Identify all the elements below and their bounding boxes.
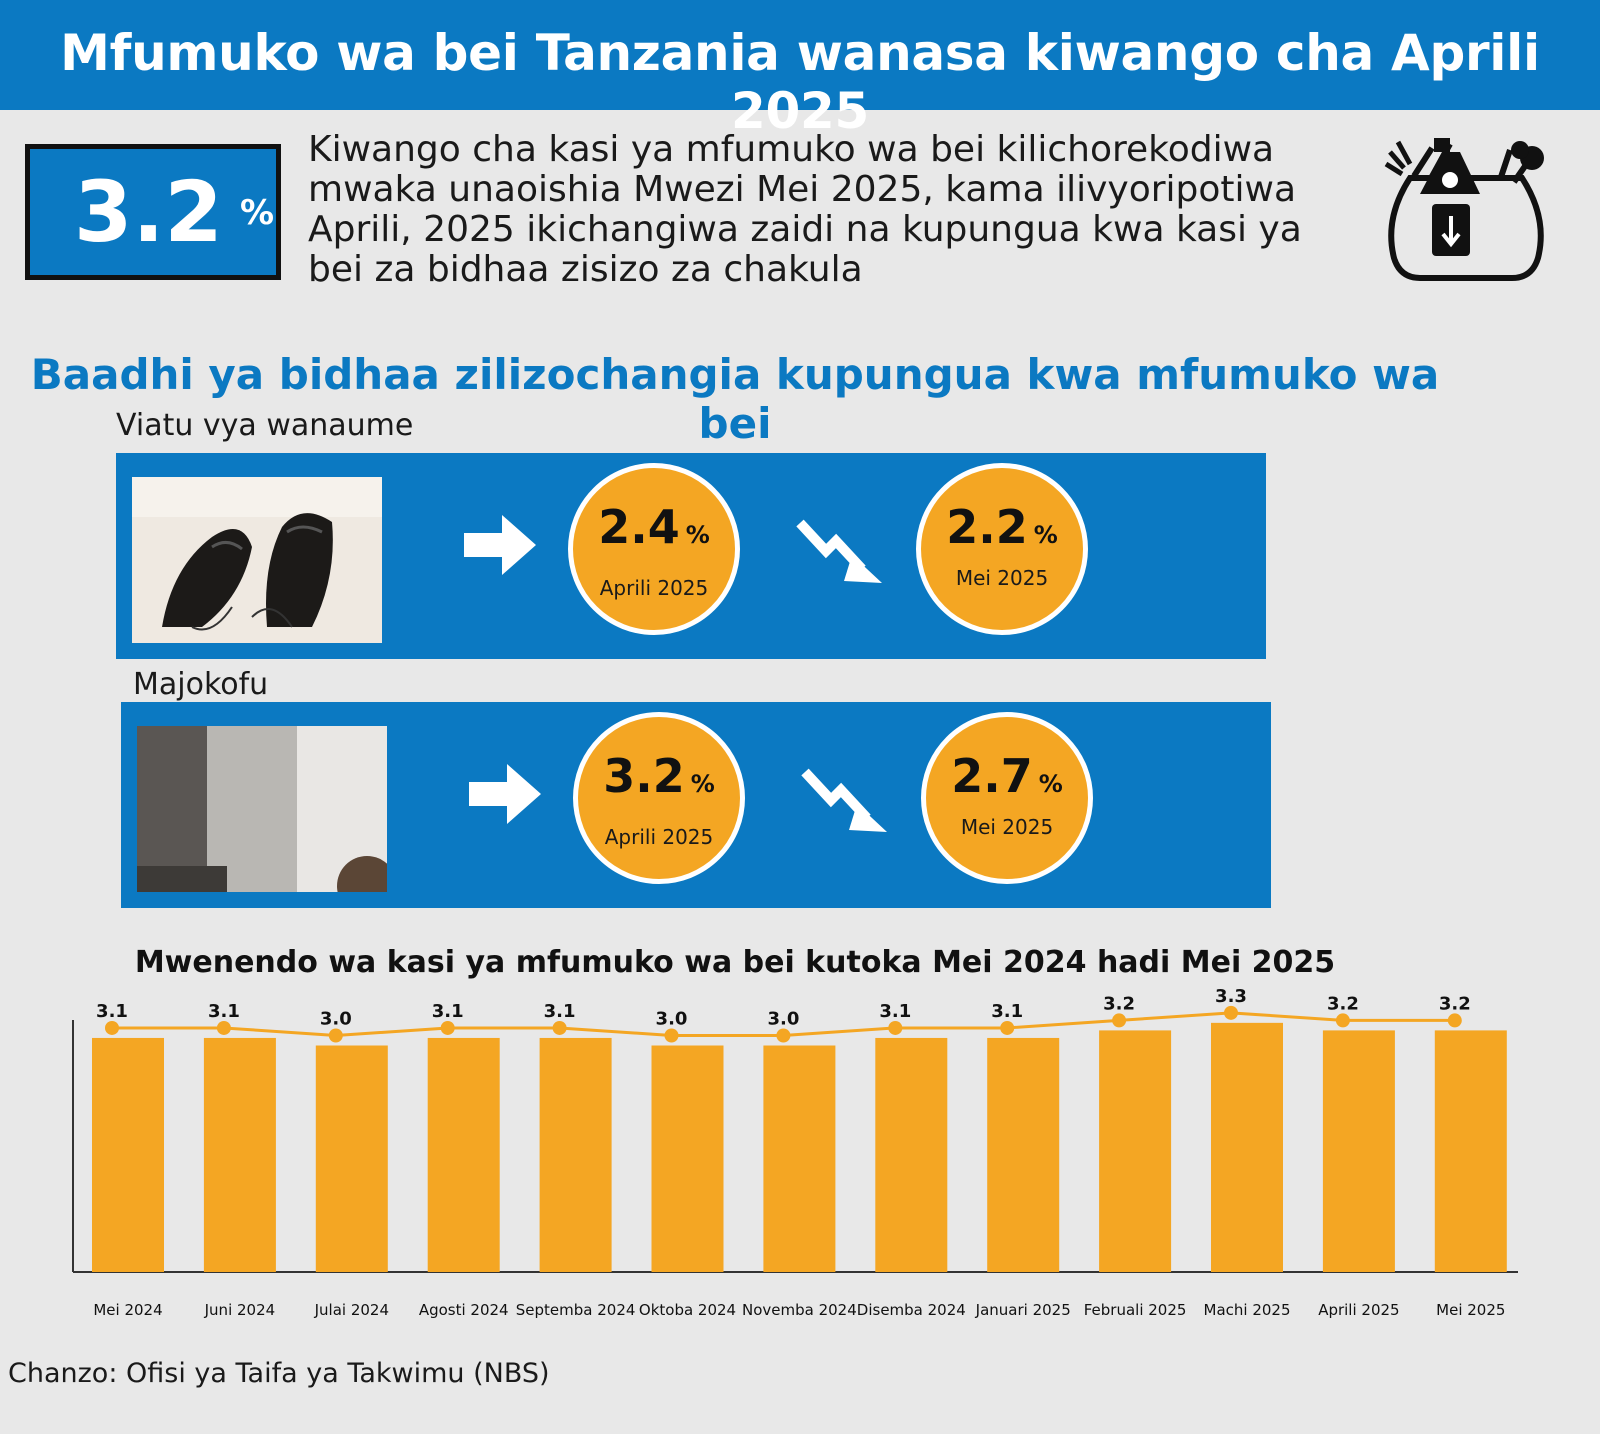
- data-label: 3.0: [767, 1009, 799, 1030]
- trend-point: [1447, 1013, 1462, 1028]
- rate-after-date: Mei 2025: [955, 566, 1049, 590]
- chart-bar: [203, 1037, 276, 1272]
- intro-text: Kiwango cha kasi ya mfumuko wa bei kilic…: [308, 129, 1302, 290]
- chart-bar: [763, 1045, 836, 1272]
- chart-bar: [1322, 1030, 1395, 1272]
- data-label: 3.2: [1103, 993, 1135, 1014]
- shoes-photo: [132, 477, 382, 643]
- trend-point: [105, 1020, 119, 1035]
- trend-point: [440, 1020, 455, 1035]
- arrow-right-icon: [464, 515, 536, 575]
- x-tick-label: Septemba 2024: [516, 1301, 636, 1319]
- trend-down-arrow-icon: [796, 519, 882, 583]
- chart-bar: [1211, 1022, 1283, 1272]
- data-label: 3.1: [991, 1001, 1023, 1022]
- rate-before-value: 2.4: [598, 500, 680, 554]
- data-label: 3.3: [1215, 986, 1247, 1007]
- highlight-value: 3.2: [74, 163, 223, 261]
- chart-bar: [1099, 1030, 1172, 1272]
- shopping-bag-price-tag-icon: [1384, 138, 1544, 281]
- arrow-right-icon: [469, 764, 541, 824]
- rate-circle-after: 2.2% Mei 2025: [916, 463, 1088, 635]
- source-note: Chanzo: Ofisi ya Taifa ya Takwimu (NBS): [8, 1358, 550, 1389]
- x-tick-label: Januari 2025: [975, 1301, 1071, 1319]
- data-label: 3.1: [208, 1001, 240, 1022]
- trend-point: [1224, 1005, 1238, 1020]
- highlight-unit: %: [240, 193, 275, 233]
- x-tick-label: Agosti 2024: [419, 1301, 509, 1319]
- inflation-trend-chart: 3.1 Mei 2024 3.1 Juni 2024 3.0 Julai 2024 3.1 A…: [72, 986, 1518, 1319]
- data-label: 3.0: [656, 1009, 688, 1030]
- rate-before-unit: %: [690, 770, 715, 798]
- page-title: Mfumuko wa bei Tanzania wanasa kiwango c…: [60, 24, 1540, 140]
- trend-point: [216, 1020, 231, 1035]
- header-banner: Mfumuko wa bei Tanzania wanasa kiwango c…: [0, 0, 1600, 140]
- rate-before-date: Aprili 2025: [604, 825, 714, 849]
- trend-point: [1112, 1013, 1127, 1028]
- item-panel-fridges: 3.2% Aprili 2025 2.7% Mei 2025: [121, 702, 1271, 908]
- trend-point: [328, 1028, 343, 1043]
- data-label: 3.2: [1439, 993, 1471, 1014]
- trend-point: [1335, 1013, 1350, 1028]
- chart-bar: [539, 1037, 612, 1272]
- trend-point: [664, 1028, 679, 1043]
- trend-down-arrow-icon: [801, 768, 887, 832]
- data-label: 3.0: [320, 1009, 352, 1030]
- chart-bar: [1434, 1030, 1507, 1272]
- data-label: 3.1: [432, 1001, 464, 1022]
- chart-bar: [987, 1037, 1060, 1272]
- rate-circle-before: 3.2% Aprili 2025: [573, 712, 745, 884]
- trend-point: [1000, 1020, 1015, 1035]
- rate-after-unit: %: [1038, 770, 1063, 798]
- data-label: 3.1: [879, 1001, 911, 1022]
- rate-before-date: Aprili 2025: [599, 576, 709, 600]
- chart-bar: [315, 1045, 388, 1272]
- x-tick-label: Novemba 2024: [742, 1301, 857, 1319]
- x-tick-label: Juni 2024: [204, 1301, 276, 1319]
- chart-bar: [92, 1037, 164, 1272]
- rate-after-value: 2.2: [946, 500, 1028, 554]
- chart-bar: [875, 1037, 948, 1272]
- rate-circle-before: 2.4% Aprili 2025: [568, 463, 740, 635]
- x-tick-label: Machi 2025: [1204, 1301, 1291, 1319]
- section-title: Baadhi ya bidhaa zilizochangia kupungua …: [30, 350, 1440, 448]
- chart-title: Mwenendo wa kasi ya mfumuko wa bei kutok…: [134, 945, 1336, 980]
- rate-after-value: 2.7: [951, 749, 1033, 803]
- rate-before-value: 3.2: [603, 749, 685, 803]
- x-tick-label: Disemba 2024: [857, 1301, 966, 1319]
- trend-point: [776, 1028, 791, 1043]
- item-label-shoes: Viatu vya wanaume: [116, 408, 414, 443]
- x-tick-label: Aprili 2025: [1318, 1301, 1399, 1319]
- trend-point: [888, 1020, 903, 1035]
- rate-circle-after: 2.7% Mei 2025: [921, 712, 1093, 884]
- chart-bar: [427, 1037, 500, 1272]
- x-tick-label: Mei 2024: [93, 1301, 162, 1319]
- data-label: 3.2: [1327, 993, 1359, 1014]
- x-tick-label: Februali 2025: [1084, 1301, 1187, 1319]
- item-label-fridges: Majokofu: [133, 667, 269, 702]
- data-label: 3.1: [96, 1001, 128, 1022]
- data-label: 3.1: [544, 1001, 576, 1022]
- chart-bar: [651, 1045, 724, 1272]
- x-tick-label: Mei 2025: [1436, 1301, 1505, 1319]
- trend-point: [552, 1020, 567, 1035]
- x-tick-label: Julai 2024: [314, 1301, 389, 1319]
- rate-after-date: Mei 2025: [960, 815, 1054, 839]
- item-panel-shoes: 2.4% Aprili 2025 2.2% Mei 2025: [116, 453, 1266, 659]
- fridge-photo: [137, 726, 387, 892]
- x-tick-label: Oktoba 2024: [639, 1301, 736, 1319]
- rate-after-unit: %: [1033, 521, 1058, 549]
- rate-before-unit: %: [685, 521, 710, 549]
- highlight-rate-box: 3.2 %: [25, 144, 281, 280]
